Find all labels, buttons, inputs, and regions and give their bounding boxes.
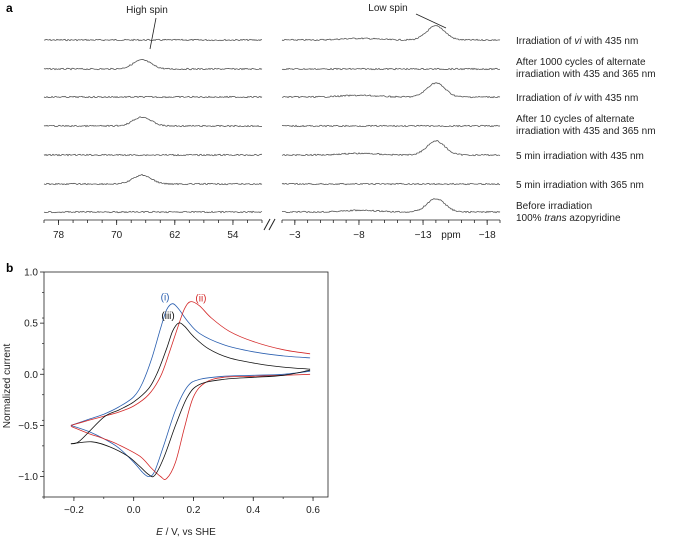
nmr-traces	[43, 25, 501, 214]
nmr-trace-low-spin-4	[281, 124, 501, 128]
cyclic-voltammetry-panel: −0.2 0.0 0.2 0.4 0.6 −1.0 −0.5 0.0 0.5 1.0 (i) (ii…	[2, 268, 329, 538]
nmr-trace-label-line-2: 100%	[516, 213, 544, 224]
nmr-trace-high-spin-7	[43, 210, 263, 214]
nmr-trace-low-spin-1	[281, 25, 501, 42]
cv-series-3-forward	[70, 322, 311, 445]
panel-a-label: a	[6, 1, 13, 15]
nmr-trace-label-part: Irradiation of	[516, 93, 574, 104]
nmr-left-tick-label: 54	[227, 230, 239, 241]
nmr-axis-ticks: 78 70 62 54 −3 −8 −13 −18	[43, 220, 501, 241]
nmr-trace-labels: Irradiation of vi with 435 nm After 1000 …	[516, 36, 656, 224]
nmr-trace-label-line-1: After 10 cycles of alternate	[516, 114, 635, 125]
axis-break-mark	[263, 218, 276, 231]
nmr-xlabel: ppm	[441, 230, 460, 241]
low-spin-pointer	[415, 13, 447, 29]
cv-series	[70, 301, 311, 480]
cv-x-tick-label: 0.0	[127, 505, 141, 516]
cv-series-labels: (i) (ii) (iii)	[161, 293, 207, 322]
nmr-trace-low-spin-3	[281, 82, 501, 99]
nmr-right-tick-label: −13	[415, 230, 432, 241]
nmr-trace-label-6: 5 min irradiation with 365 nm	[516, 180, 644, 191]
nmr-trace-high-spin-2	[43, 59, 263, 71]
nmr-trace-label-line-1: Before irradiation	[516, 201, 592, 212]
cv-x-tick-label: −0.2	[64, 505, 84, 516]
nmr-trace-label-part: iv	[574, 93, 582, 104]
nmr-trace-low-spin-2	[281, 67, 501, 71]
nmr-left-tick-label: 70	[111, 230, 123, 241]
cv-series-label-2: (ii)	[195, 294, 206, 305]
nmr-trace-label-part: with 435 nm	[582, 93, 639, 104]
cv-series-label-1: (i)	[161, 293, 170, 304]
high-spin-pointer	[149, 17, 157, 50]
low-spin-annotation: Low spin	[368, 3, 407, 14]
nmr-trace-label-part: 5 min irradiation with 365 nm	[516, 180, 644, 191]
nmr-trace-low-spin-7	[281, 198, 501, 214]
cv-series-2-forward	[70, 301, 311, 426]
cv-series-1-forward	[70, 303, 311, 426]
nmr-trace-label-5: 5 min irradiation with 435 nm	[516, 151, 644, 162]
cv-xlabel-symbol: E	[156, 527, 163, 538]
cv-plot-frame	[43, 271, 329, 498]
nmr-trace-label-3: Irradiation of iv with 435 nm	[516, 93, 638, 104]
nmr-trace-label-line-1: After 1000 cycles of alternate	[516, 57, 646, 68]
nmr-trace-label-tail: azopyridine	[567, 213, 621, 224]
nmr-right-tick-label: −8	[353, 230, 365, 241]
nmr-trace-label-part: 5 min irradiation with 435 nm	[516, 151, 644, 162]
nmr-trace-label-line-2: irradiation with 435 and 365 nm	[516, 126, 656, 137]
cv-y-tick-label: 0.0	[24, 370, 38, 381]
nmr-trace-label-1: Irradiation of vi with 435 nm	[516, 36, 638, 47]
panel-b-label: b	[6, 261, 13, 275]
nmr-right-tick-label: −18	[479, 230, 496, 241]
nmr-trace-high-spin-6	[43, 173, 263, 186]
nmr-trace-label-7: Before irradiation 100% trans azopyridine	[516, 201, 621, 224]
nmr-trace-low-spin-5	[281, 139, 501, 157]
nmr-spectra-panel: Irradiation of vi with 435 nm After 1000 …	[43, 3, 656, 241]
cv-series-label-3: (iii)	[161, 311, 174, 322]
cv-axes: −0.2 0.0 0.2 0.4 0.6 −1.0 −0.5 0.0 0.5 1.0	[18, 268, 320, 517]
cv-x-tick-label: 0.4	[246, 505, 260, 516]
nmr-left-tick-label: 78	[53, 230, 65, 241]
cv-ylabel: Normalized current	[2, 344, 13, 429]
nmr-trace-label-2: After 1000 cycles of alternate irradiatio…	[516, 57, 656, 80]
nmr-left-tick-label: 62	[169, 230, 181, 241]
cv-y-tick-label: 1.0	[24, 268, 38, 279]
cv-series-2-reverse	[70, 373, 311, 480]
nmr-trace-label-part: vi	[574, 36, 582, 47]
high-spin-annotation: High spin	[126, 5, 168, 16]
cv-xlabel-units: / V, vs SHE	[163, 527, 216, 538]
nmr-trace-low-spin-6	[281, 182, 501, 186]
cv-series-3-reverse	[70, 369, 311, 478]
nmr-trace-high-spin-3	[43, 95, 263, 99]
nmr-trace-label-part: Irradiation of	[516, 36, 574, 47]
cv-xlabel: E / V, vs SHE	[156, 527, 216, 538]
nmr-trace-label-part: with 435 nm	[582, 36, 639, 47]
nmr-trace-label-italic: trans	[544, 213, 566, 224]
cv-y-tick-label: −0.5	[18, 421, 38, 432]
nmr-right-tick-label: −3	[289, 230, 301, 241]
cv-x-tick-label: 0.2	[187, 505, 201, 516]
nmr-trace-label-4: After 10 cycles of alternate irradiation …	[516, 114, 656, 137]
cv-x-tick-label: 0.6	[306, 505, 320, 516]
nmr-trace-high-spin-1	[43, 38, 263, 42]
nmr-trace-high-spin-4	[43, 116, 263, 128]
nmr-trace-label-line-2: irradiation with 435 and 365 nm	[516, 69, 656, 80]
cv-y-tick-label: 0.5	[24, 319, 38, 330]
cv-y-tick-label: −1.0	[18, 472, 38, 483]
cv-series-1-reverse	[70, 370, 311, 477]
nmr-trace-high-spin-5	[43, 153, 263, 157]
